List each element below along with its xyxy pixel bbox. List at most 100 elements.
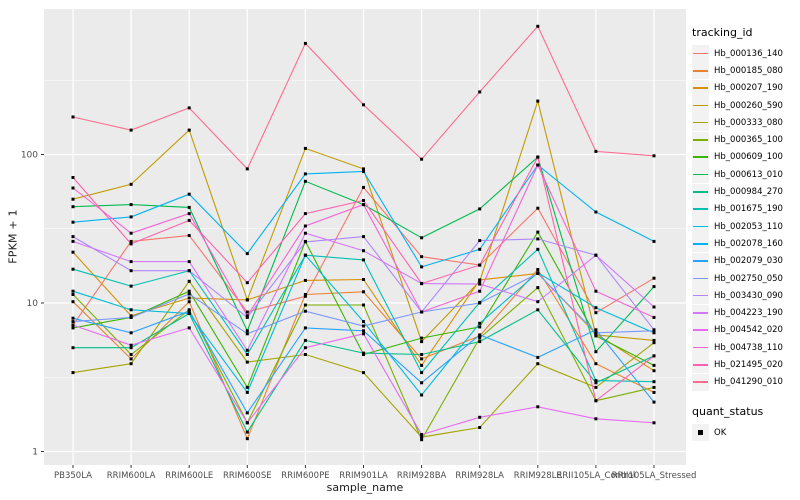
legend-key <box>692 235 709 253</box>
data-point <box>362 320 365 324</box>
legend-item-label: Hb_002078_160 <box>714 238 783 249</box>
data-point <box>536 230 540 234</box>
legend-key <box>692 62 709 80</box>
data-point <box>303 179 307 183</box>
data-point <box>71 320 75 324</box>
data-point <box>536 286 540 290</box>
data-point <box>187 218 191 222</box>
legend-item: Hb_000207_190 <box>692 79 798 97</box>
legend-item: Hb_000136_140 <box>692 45 798 63</box>
legend-item-label: Hb_041290_010 <box>714 377 783 388</box>
data-point <box>71 115 75 119</box>
legend-item-label: Hb_002750_050 <box>714 273 783 284</box>
data-point <box>245 332 249 336</box>
legend-key <box>692 287 709 305</box>
data-point <box>652 354 656 358</box>
data-point <box>129 215 133 219</box>
data-point <box>303 231 307 235</box>
y-tick-label: 100 <box>21 151 38 161</box>
legend-item-label: Hb_000613_010 <box>714 169 783 180</box>
data-point <box>652 239 656 243</box>
data-point <box>187 326 191 330</box>
data-point <box>71 235 75 239</box>
legend-line-swatch <box>693 346 708 349</box>
data-point <box>303 253 307 257</box>
data-point <box>652 369 656 373</box>
legend-key <box>692 339 709 357</box>
legend-line-swatch <box>693 208 708 210</box>
legend-key <box>692 114 709 132</box>
legend-item-label: Hb_004223_190 <box>714 308 783 319</box>
data-point <box>594 381 598 385</box>
data-point <box>187 289 191 293</box>
data-point <box>362 169 365 173</box>
data-point <box>129 182 133 186</box>
data-point <box>478 282 482 286</box>
legend-line-swatch <box>693 87 708 89</box>
data-point <box>187 292 191 296</box>
data-point <box>362 167 365 171</box>
data-point <box>478 289 482 293</box>
legend-item: Hb_041290_010 <box>692 373 798 391</box>
data-point <box>536 300 540 304</box>
data-point <box>478 207 482 211</box>
data-point <box>536 268 540 271</box>
legend-line-swatch <box>693 312 708 314</box>
data-point <box>303 294 307 298</box>
data-point <box>129 362 133 366</box>
y-tick-label: 1 <box>32 448 38 458</box>
data-point <box>187 312 191 315</box>
legend-item-label: Hb_001675_190 <box>714 204 783 215</box>
legend-key <box>692 45 709 63</box>
data-point <box>245 310 249 314</box>
legend-key <box>692 166 709 184</box>
data-point <box>478 263 482 267</box>
data-point <box>420 381 424 385</box>
legend: tracking_id Hb_000136_140 Hb_000185_080 Hb… <box>692 26 798 442</box>
legend-line-swatch <box>693 363 708 366</box>
data-point <box>362 185 365 189</box>
data-point <box>478 321 482 325</box>
legend-line-swatch <box>693 242 708 245</box>
legend-item: Hb_000609_100 <box>692 148 798 166</box>
data-point <box>245 329 249 333</box>
x-tick-label: RRIM600LA <box>107 471 156 481</box>
legend-item: Hb_000613_010 <box>692 166 798 184</box>
data-point <box>71 239 75 243</box>
data-point <box>594 385 598 389</box>
data-point <box>71 293 75 296</box>
data-point <box>129 260 133 264</box>
data-point <box>362 351 365 355</box>
legend-item: Hb_002053_110 <box>692 218 798 236</box>
data-point <box>362 332 365 336</box>
data-point <box>478 301 482 305</box>
data-point <box>536 272 540 275</box>
legend-key <box>692 131 709 149</box>
data-point <box>536 155 540 159</box>
x-tick-label: RRIM928LA <box>455 471 504 481</box>
data-point <box>129 314 133 318</box>
legend-item: Hb_000260_590 <box>692 97 798 115</box>
legend-item: Hb_004738_110 <box>692 339 798 357</box>
data-point <box>420 255 424 259</box>
legend-line-swatch <box>693 52 708 55</box>
legend-key <box>692 218 709 236</box>
data-point <box>187 106 191 110</box>
legend-line-swatch <box>693 156 708 159</box>
x-axis-title: sample_name <box>326 481 404 494</box>
legend-key <box>692 373 709 391</box>
data-point <box>652 421 656 425</box>
data-point <box>129 239 133 243</box>
data-point <box>420 363 424 367</box>
data-point <box>71 300 75 304</box>
data-point <box>71 220 75 224</box>
data-point <box>478 247 482 251</box>
data-point <box>245 314 249 318</box>
data-point <box>652 315 656 319</box>
legend-quant-status: quant_status OK <box>692 405 798 442</box>
data-point <box>303 240 307 244</box>
data-point <box>652 400 656 404</box>
data-point <box>536 99 540 103</box>
data-point <box>303 41 307 45</box>
x-tick-label: RRIM928BA <box>397 471 447 481</box>
